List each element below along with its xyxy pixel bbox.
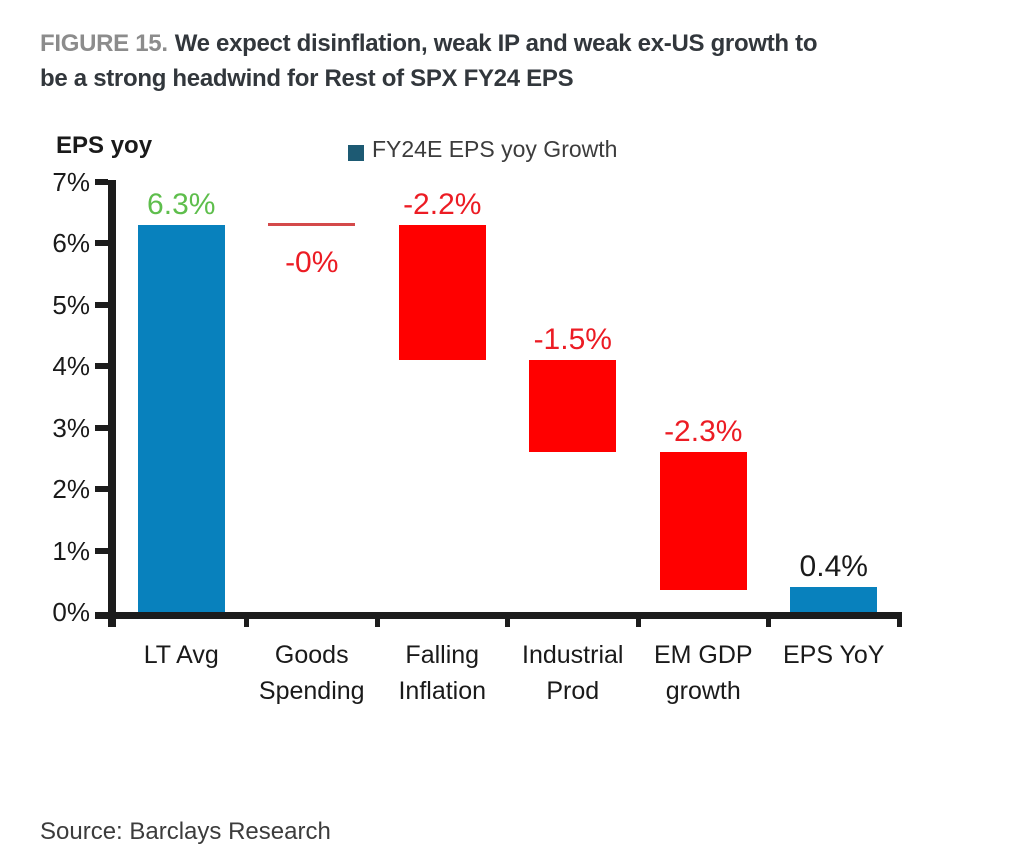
bar-lt-avg [137, 225, 225, 612]
x-axis-tick [635, 612, 641, 627]
y-tick-label: 6% [52, 228, 90, 259]
figure-number: FIGURE 15. [40, 30, 168, 57]
y-tick-label: 1% [52, 535, 90, 566]
y-axis-tick [95, 363, 108, 370]
y-axis-tick [95, 240, 108, 247]
bar-em-gdp-growth [659, 452, 747, 591]
legend-label: FY24E EPS yoy Growth [372, 136, 618, 162]
figure-title-line-1: FIGURE 15. We expect disinflation, weak I… [40, 26, 980, 61]
y-tick-label: 0% [52, 597, 90, 627]
x-axis-tick [244, 612, 249, 627]
y-axis-tick [95, 179, 108, 185]
y-axis-line [108, 180, 116, 627]
y-tick-label: 2% [52, 474, 90, 505]
legend: FY24E EPS yoy Growth [348, 136, 617, 163]
x-axis-tick [505, 612, 510, 627]
category-label-goods-spending: Goods Spending [258, 641, 365, 705]
y-axis-tick [95, 424, 108, 431]
x-axis-tick [374, 612, 380, 627]
figure-title-text-1: We expect disinflation, weak IP and weak… [174, 30, 818, 57]
figure-title-line-2: be a strong headwind for Rest of SPX FY2… [40, 65, 574, 92]
value-label-em-gdp-growth: -2.3% [664, 415, 743, 449]
y-tick-label: 7% [52, 167, 90, 197]
y-tick-label: 3% [52, 412, 90, 443]
category-label-falling-inflation: Falling Inflation [398, 641, 487, 705]
x-axis-tick [766, 612, 771, 627]
category-label-eps-yoy: EPS YoY [783, 641, 885, 669]
source-text: Source: Barclays Research [40, 818, 331, 845]
x-axis-tick [896, 612, 902, 627]
y-axis-tick [95, 486, 108, 493]
value-label-lt-avg: 6.3% [147, 188, 216, 221]
y-axis-tick [95, 301, 108, 308]
bar-industrial-prod [529, 360, 617, 453]
bar-eps-yoy [790, 587, 878, 612]
y-tick-label: 4% [52, 351, 90, 382]
bar-goods-spending [268, 223, 356, 226]
value-label-goods-spending: -0% [285, 246, 339, 279]
category-label-lt-avg: LT Avg [143, 641, 219, 669]
y-axis-tick [95, 547, 108, 554]
category-label-em-gdp-growth: EM GDP growth [653, 641, 753, 705]
y-tick-label: 5% [52, 289, 90, 320]
value-label-eps-yoy: 0.4% [799, 550, 868, 584]
legend-swatch-icon [348, 144, 364, 161]
category-label-industrial-prod: Industrial Prod [522, 641, 624, 705]
x-axis-line [95, 612, 899, 619]
y-axis-title: EPS yoy [56, 132, 153, 159]
value-label-industrial-prod: -1.5% [533, 323, 612, 357]
bar-falling-inflation [398, 225, 486, 361]
value-label-falling-inflation: -2.2% [403, 188, 482, 221]
figure-title: FIGURE 15. We expect disinflation, weak I… [40, 26, 980, 96]
